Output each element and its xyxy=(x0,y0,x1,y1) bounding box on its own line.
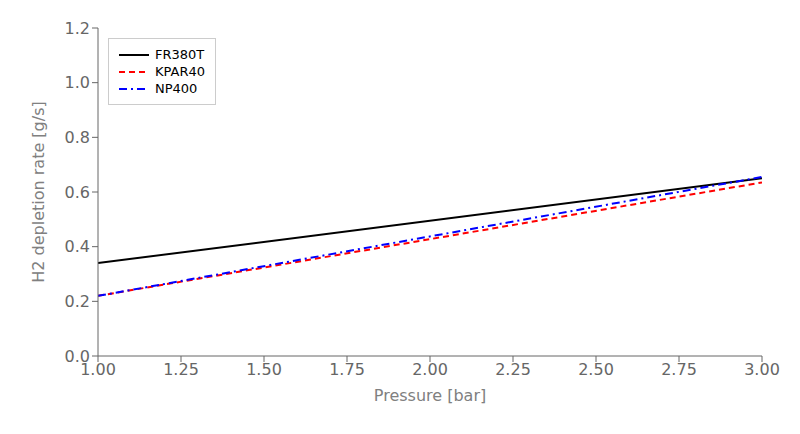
svg-text:0.0: 0.0 xyxy=(65,347,90,366)
svg-text:2.00: 2.00 xyxy=(412,360,448,379)
svg-text:0.6: 0.6 xyxy=(65,183,90,202)
svg-text:H2 depletion rate [g/s]: H2 depletion rate [g/s] xyxy=(29,101,48,282)
svg-text:1.2: 1.2 xyxy=(65,19,90,38)
svg-text:3.00: 3.00 xyxy=(744,360,780,379)
html-text:NP400: NP400 xyxy=(155,81,198,96)
svg-text:2.50: 2.50 xyxy=(578,360,614,379)
svg-text:1.00: 1.00 xyxy=(80,360,116,380)
html-text:FR380T: FR380T xyxy=(155,47,205,62)
svg-text:2.75: 2.75 xyxy=(661,360,697,379)
svg-text:1.75: 1.75 xyxy=(329,360,365,379)
svg-text:0.8: 0.8 xyxy=(65,128,90,147)
svg-text:0.2: 0.2 xyxy=(65,292,90,311)
html-text:KPAR40: KPAR40 xyxy=(155,64,205,79)
svg-text:1.25: 1.25 xyxy=(163,360,199,379)
svg-text:1.0: 1.0 xyxy=(65,73,90,92)
svg-text:2.25: 2.25 xyxy=(495,360,531,379)
svg-text:1.50: 1.50 xyxy=(246,360,282,379)
svg-text:Pressure [bar]: Pressure [bar] xyxy=(374,386,486,405)
svg-text:0.4: 0.4 xyxy=(65,237,90,256)
